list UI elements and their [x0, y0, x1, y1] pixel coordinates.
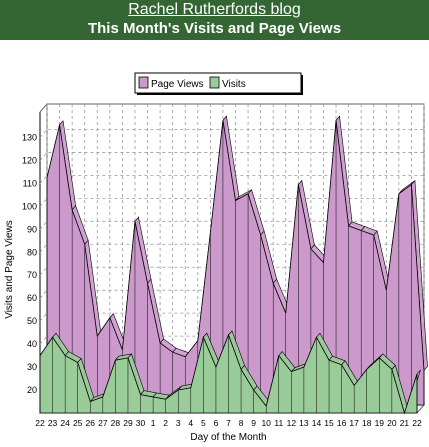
x-tick-label: 9 — [251, 418, 256, 428]
x-tick-label: 16 — [337, 418, 347, 428]
x-tick-label: 6 — [214, 418, 219, 428]
header-bar: Rachel Rutherfords blog This Month's Vis… — [0, 0, 429, 40]
legend: Page Views Visits — [134, 72, 303, 95]
y-tick-label: 30 — [27, 362, 37, 372]
y-tick-label: 70 — [27, 270, 37, 280]
x-tick-label: 30 — [136, 418, 146, 428]
y-axis-title: Visits and Page Views — [4, 220, 15, 319]
x-tick-label: 2 — [163, 418, 168, 428]
x-tick-label: 27 — [98, 418, 108, 428]
y-tick-label: 80 — [27, 247, 37, 257]
x-axis-title: Day of the Month — [190, 432, 266, 443]
x-tick-label: 22 — [35, 418, 45, 428]
y-tick-label: 110 — [23, 178, 37, 188]
x-tick-label: 15 — [324, 418, 334, 428]
y-tick-label: 120 — [22, 155, 37, 165]
legend-swatch — [138, 76, 149, 89]
x-tick-label: 4 — [188, 418, 193, 428]
y-tick-label: 60 — [27, 293, 37, 303]
x-tick-label: 10 — [261, 418, 271, 428]
x-tick-label: 22 — [412, 418, 422, 428]
x-tick-label: 23 — [48, 418, 58, 428]
blog-title-link[interactable]: Rachel Rutherfords blog — [128, 1, 301, 18]
x-tick-label: 26 — [86, 418, 96, 428]
chart-title: This Month's Visits and Page Views — [87, 20, 342, 37]
side-wall-edge — [39, 103, 48, 113]
y-tick-label: 50 — [27, 316, 37, 326]
x-tick-label: 28 — [111, 418, 121, 428]
legend-swatch — [209, 76, 220, 89]
x-tick-label: 25 — [73, 418, 83, 428]
y-tick-label: 20 — [27, 385, 37, 395]
x-tick-label: 20 — [387, 418, 397, 428]
x-tick-label: 12 — [287, 418, 297, 428]
y-tick-label: 40 — [27, 339, 37, 349]
x-tick-label: 21 — [400, 418, 410, 428]
legend-shadow — [137, 93, 303, 95]
legend-label: Visits — [222, 79, 246, 90]
x-tick-label: 5 — [201, 418, 206, 428]
legend-shadow — [301, 75, 303, 95]
x-tick-label: 14 — [312, 418, 322, 428]
x-tick-label: 1 — [151, 418, 156, 428]
x-tick-label: 18 — [362, 418, 372, 428]
x-tick-label: 8 — [239, 418, 244, 428]
x-tick-label: 3 — [176, 418, 181, 428]
x-tick-label: 7 — [226, 418, 231, 428]
x-tick-label: 29 — [123, 418, 133, 428]
y-tick-label: 130 — [22, 132, 37, 142]
x-tick-label: 17 — [349, 418, 359, 428]
y-tick-label: 100 — [22, 201, 37, 211]
y-tick-label: 90 — [27, 224, 37, 234]
x-tick-label: 13 — [299, 418, 309, 428]
x-tick-label: 24 — [60, 418, 70, 428]
x-tick-label: 19 — [375, 418, 385, 428]
legend-label: Page Views — [151, 79, 204, 90]
x-tick-label: 11 — [274, 418, 283, 428]
